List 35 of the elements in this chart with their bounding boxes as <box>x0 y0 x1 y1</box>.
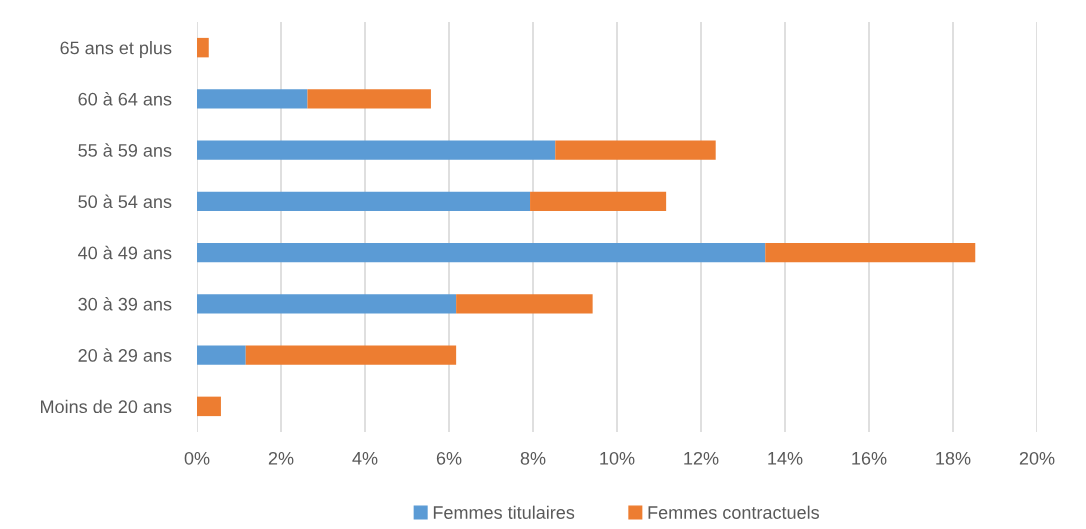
x-tick-label: 18% <box>936 451 971 465</box>
y-tick-label: 55 à 59 ans <box>78 143 172 157</box>
x-tick-label: 20% <box>1019 451 1055 465</box>
bar <box>197 242 766 263</box>
y-tick-label: 40 à 49 ans <box>78 245 172 260</box>
x-tick-label: 8% <box>520 451 546 465</box>
bar <box>197 140 556 160</box>
x-tick-label: 10% <box>600 451 635 465</box>
bar <box>197 345 246 365</box>
y-tick-label: 50 à 54 ans <box>78 194 172 209</box>
bar <box>530 191 667 212</box>
x-tick-label: 2% <box>268 451 294 465</box>
y-tick-label: 30 à 39 ans <box>78 297 172 311</box>
bar <box>197 396 221 417</box>
x-tick-label: 0% <box>184 451 210 465</box>
x-tick-label: 4% <box>352 452 378 465</box>
bar <box>307 89 431 109</box>
x-tick-label: 14% <box>768 452 803 465</box>
bar <box>456 294 593 314</box>
y-tick-label: Moins de 20 ans <box>41 399 172 414</box>
bar <box>245 345 457 365</box>
legend-label: Femmes titulaires <box>433 505 575 519</box>
y-tick-label: 60 à 64 ans <box>78 92 172 106</box>
y-tick-label: 65 ans et plus <box>60 41 172 58</box>
bar <box>197 191 531 212</box>
x-tick-label: 16% <box>852 451 887 465</box>
x-tick-label: 6% <box>436 451 462 465</box>
bar <box>765 242 976 263</box>
bar <box>197 89 308 109</box>
x-tick-label: 12% <box>684 451 719 465</box>
bar <box>197 294 457 314</box>
bar <box>555 140 716 160</box>
legend-label: Femmes contractuels <box>648 505 820 519</box>
bar <box>197 37 209 58</box>
y-tick-label: 20 à 29 ans <box>78 348 172 362</box>
